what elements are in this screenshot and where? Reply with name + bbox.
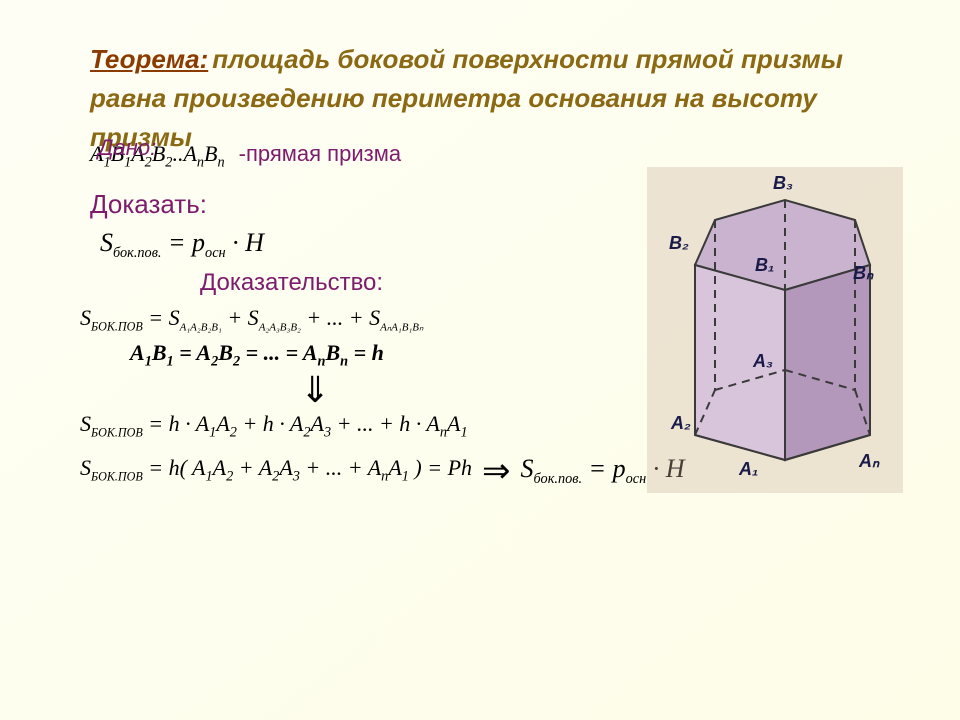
- label-b2: B₂: [669, 233, 689, 254]
- straight-prism-label: -прямая призма: [239, 141, 401, 167]
- prism-figure: B₃ B₂ B₁ Bₙ A₃ A₂ A₁ Aₙ: [635, 155, 915, 505]
- implies-icon: ⇒: [482, 451, 511, 491]
- label-a1: A₁: [739, 459, 758, 480]
- label-b3: B₃: [773, 173, 793, 194]
- label-a2: A₂: [671, 413, 691, 434]
- proof-line-4: SБОК.ПОВ = h( A1A2 + A2A3 + ... + AnA1 )…: [80, 455, 472, 485]
- given-label: Дано:: [98, 135, 156, 161]
- label-b1: B₁: [755, 255, 774, 276]
- label-bn: Bₙ: [853, 263, 873, 284]
- label-an: Aₙ: [859, 451, 879, 472]
- theorem-label: Теорема:: [90, 44, 208, 74]
- label-a3: A₃: [753, 351, 773, 372]
- theorem-block: Теорема: площадь боковой поверхности пря…: [90, 40, 900, 157]
